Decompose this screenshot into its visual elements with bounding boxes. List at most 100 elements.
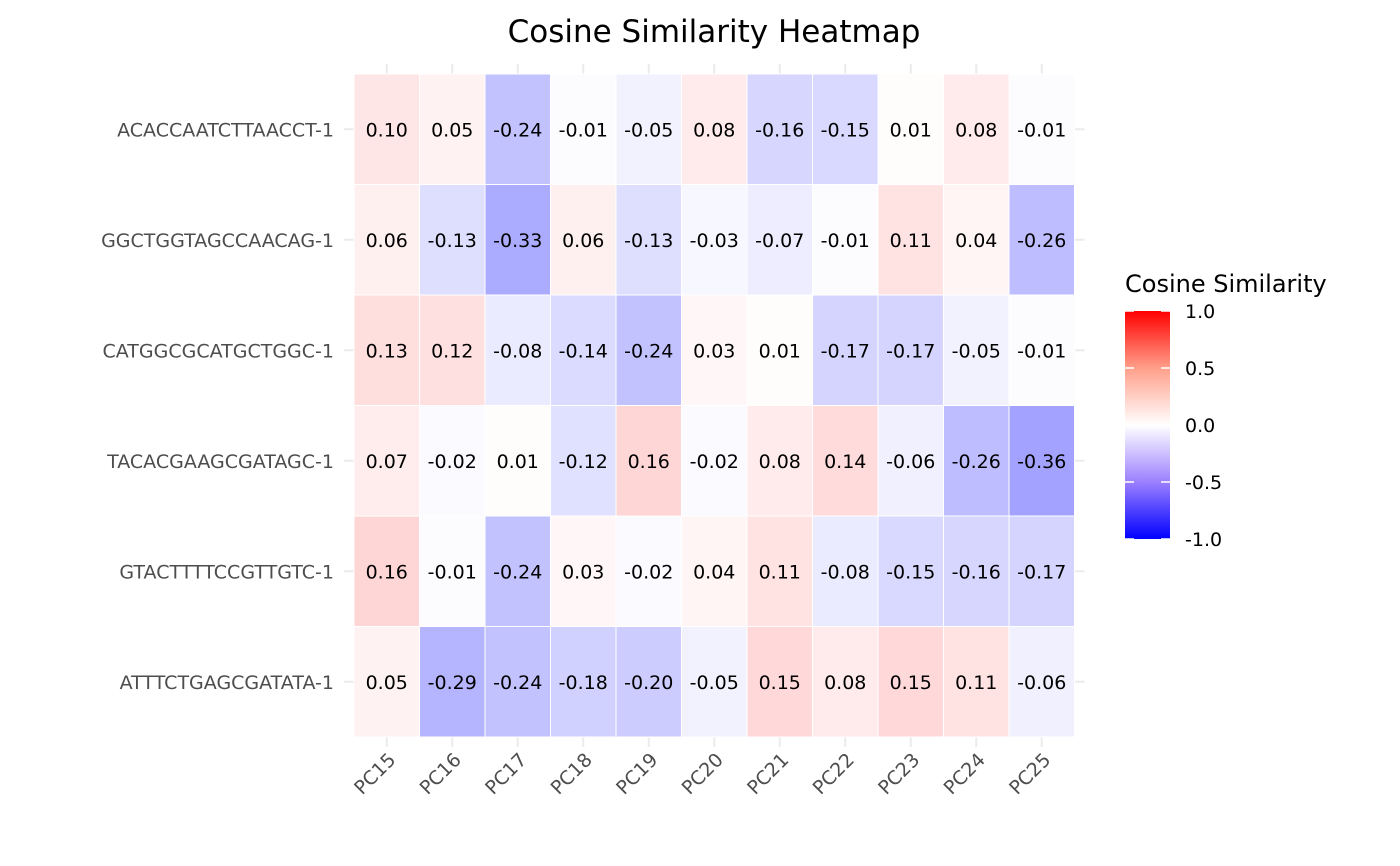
cell-value-label: 0.03	[562, 561, 604, 583]
x-tick-label: PC23	[874, 749, 924, 799]
heatmap-cell	[550, 405, 617, 517]
color-legend: Cosine Similarity 1.0 0.5 0.0 -0.5 -1.0	[1125, 270, 1327, 551]
cell-value-label: -0.13	[428, 230, 477, 252]
heatmap-cell	[943, 626, 1010, 738]
heatmap-cell	[681, 515, 748, 627]
cell-value-label: 0.15	[890, 672, 932, 694]
cell-value-label: 0.13	[366, 340, 408, 362]
x-tick-label: PC22	[809, 749, 859, 799]
heatmap-cell	[615, 626, 682, 738]
heatmap-cell	[419, 73, 486, 185]
cell-value-label: -0.33	[493, 230, 542, 252]
cell-value-label: -0.16	[952, 561, 1001, 583]
cell-value-label: -0.24	[493, 119, 542, 141]
x-tick-label: PC25	[1005, 749, 1055, 799]
cell-value-label: 0.05	[366, 672, 408, 694]
cell-value-label: -0.08	[493, 340, 542, 362]
y-tick-label: CATGGCGCATGCTGGC-1	[103, 340, 334, 362]
x-tick-label: PC21	[743, 749, 793, 799]
legend-tick-label: 0.5	[1185, 358, 1215, 380]
heatmap-cell	[943, 294, 1010, 406]
cell-value-label: -0.05	[624, 119, 673, 141]
heatmap-cell	[353, 405, 420, 517]
cell-value-label: 0.03	[693, 340, 735, 362]
heatmap-cell	[746, 515, 813, 627]
cell-value-label: -0.01	[559, 119, 608, 141]
heatmap-cell	[419, 626, 486, 738]
x-tick-label: PC18	[547, 749, 597, 799]
heatmap-cell	[550, 184, 617, 296]
cell-value-label: -0.01	[821, 230, 870, 252]
cell-value-label: -0.16	[755, 119, 804, 141]
heatmap-cell	[943, 405, 1010, 517]
cell-value-label: -0.01	[1017, 119, 1066, 141]
heatmap-cell	[681, 73, 748, 185]
heatmap-cells	[353, 73, 1075, 738]
x-tick-label: PC24	[940, 749, 990, 799]
heatmap-cell	[419, 294, 486, 406]
heatmap-cell	[484, 626, 551, 738]
legend-tick-label: -1.0	[1185, 529, 1222, 551]
cell-value-label: -0.07	[755, 230, 804, 252]
cell-value-label: -0.17	[1017, 561, 1066, 583]
cell-value-label: 0.06	[366, 230, 408, 252]
cell-value-label: -0.24	[624, 340, 673, 362]
heatmap-cell	[615, 405, 682, 517]
heatmap-cell	[550, 515, 617, 627]
heatmap-cell	[812, 73, 879, 185]
cell-value-label: 0.06	[562, 230, 604, 252]
cell-value-label: 0.15	[759, 672, 801, 694]
x-tick-label: PC20	[678, 749, 728, 799]
y-tick-label: GTACTTTTCCGTTGTC-1	[119, 561, 334, 583]
cell-value-label: 0.11	[759, 561, 801, 583]
heatmap-cell	[681, 184, 748, 296]
cell-value-label: 0.12	[431, 340, 473, 362]
cell-value-label: 0.04	[693, 561, 735, 583]
cell-value-label: -0.05	[952, 340, 1001, 362]
heatmap-cell	[877, 294, 944, 406]
cell-labels: 0.10 0.05 -0.24 -0.01 -0.05 0.08 -0.16 -0.15 0.0…	[366, 119, 1067, 694]
cell-value-label: -0.14	[559, 340, 608, 362]
cell-value-label: 0.08	[693, 119, 735, 141]
cell-value-label: 0.11	[955, 672, 997, 694]
cell-value-label: -0.02	[690, 451, 739, 473]
cell-value-label: -0.17	[821, 340, 870, 362]
cell-value-label: -0.20	[624, 672, 673, 694]
cell-value-label: -0.17	[886, 340, 935, 362]
heatmap-cell	[353, 73, 420, 185]
legend-tick-label: 0.0	[1185, 415, 1215, 437]
chart-title: Cosine Similarity Heatmap	[508, 14, 921, 50]
cell-value-label: 0.16	[366, 561, 408, 583]
heatmap-cell	[1008, 73, 1075, 185]
heatmap-cell	[615, 184, 682, 296]
y-axis-tick-labels: ACACCAATCTTAACCT-1 GGCTGGTAGCCAACAG-1 CATG…	[101, 119, 334, 694]
cell-value-label: -0.12	[559, 451, 608, 473]
cell-value-label: -0.03	[690, 230, 739, 252]
heatmap-cell	[419, 515, 486, 627]
cell-value-label: 0.01	[759, 340, 801, 362]
heatmap-cell	[484, 294, 551, 406]
heatmap-cell	[681, 294, 748, 406]
heatmap-cell	[877, 73, 944, 185]
cell-value-label: -0.05	[690, 672, 739, 694]
cell-value-label: 0.10	[366, 119, 408, 141]
y-tick-label: GGCTGGTAGCCAACAG-1	[101, 230, 334, 252]
heatmap-cell	[746, 626, 813, 738]
heatmap-cell	[943, 515, 1010, 627]
heatmap-cell	[484, 405, 551, 517]
cell-value-label: 0.01	[497, 451, 539, 473]
cell-value-label: -0.15	[821, 119, 870, 141]
x-tick-label: PC16	[416, 749, 466, 799]
cell-value-label: -0.24	[493, 672, 542, 694]
y-tick-label: ACACCAATCTTAACCT-1	[117, 119, 334, 141]
legend-tick-label: 1.0	[1185, 301, 1215, 323]
heatmap-cell	[1008, 515, 1075, 627]
heatmap-cell	[877, 626, 944, 738]
cell-value-label: -0.01	[428, 561, 477, 583]
heatmap-cell	[746, 73, 813, 185]
heatmap-cell	[419, 184, 486, 296]
cell-value-label: 0.05	[431, 119, 473, 141]
cell-value-label: 0.08	[824, 672, 866, 694]
cell-value-label: -0.36	[1017, 451, 1066, 473]
